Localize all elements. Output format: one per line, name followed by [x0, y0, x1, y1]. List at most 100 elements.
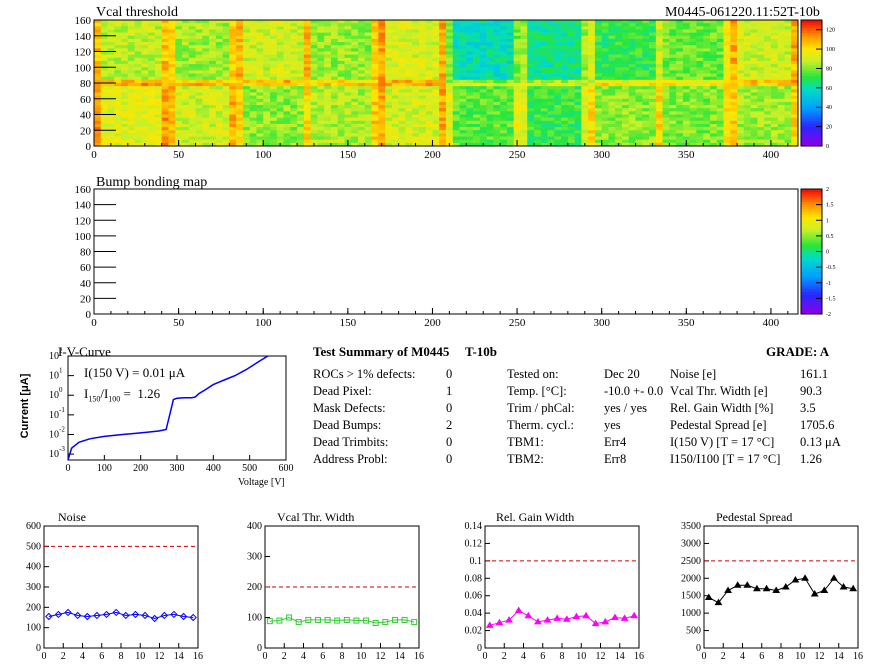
heatmap-cell: [574, 111, 582, 115]
heatmap-cell: [236, 60, 244, 65]
heatmap-cell: [710, 38, 718, 43]
heatmap-cell: [682, 51, 690, 55]
heatmap-cell: [770, 114, 778, 118]
heatmap-cell: [723, 120, 731, 125]
heatmap-cell: [412, 120, 420, 125]
heatmap-cell: [696, 86, 704, 90]
heatmap-cell: [520, 54, 528, 59]
colorbar-band: [801, 50, 822, 54]
heatmap-cell: [276, 35, 284, 40]
heatmap-cell: [114, 45, 122, 49]
heatmap-cell: [378, 35, 386, 40]
heatmap-cell: [351, 114, 359, 118]
heatmap-cell: [737, 83, 745, 87]
heatmap-cell: [561, 67, 569, 71]
heatmap-cell: [710, 92, 718, 96]
bump-bonding-map: 0 50 100 150 200 250 300 350 4000204060801001201…: [75, 184, 836, 329]
heatmap-cell: [446, 111, 454, 115]
heatmap-cell: [730, 26, 738, 30]
heatmap-cell: [141, 35, 149, 40]
heatmap-cell: [242, 29, 250, 33]
heatmap-cell: [209, 108, 217, 112]
heatmap-cell: [290, 136, 298, 140]
heatmap-cell: [161, 108, 169, 112]
heatmap-cell: [412, 79, 420, 84]
heatmap-cell: [337, 79, 345, 84]
heatmap-cell: [635, 142, 643, 147]
heatmap-cell: [554, 101, 562, 106]
heatmap-cell: [134, 76, 142, 81]
heatmap-cell: [385, 98, 393, 103]
heatmap-cell: [242, 89, 250, 93]
heatmap-cell: [635, 48, 643, 52]
heatmap-cell: [737, 117, 745, 122]
heatmap-cell: [418, 79, 426, 84]
heatmap-cell: [750, 108, 758, 112]
heatmap-cell: [100, 139, 108, 144]
heatmap-cell: [588, 57, 596, 62]
heatmap-cell: [256, 23, 264, 27]
heatmap-cell: [486, 133, 494, 137]
heatmap-cell: [622, 92, 630, 96]
heatmap-cell: [743, 60, 751, 65]
heatmap-cell: [371, 111, 379, 115]
heatmap-cell: [412, 57, 420, 62]
heatmap-cell: [703, 127, 711, 131]
heatmap-cell: [757, 20, 765, 24]
data-point: [411, 619, 418, 626]
heatmap-cell: [581, 51, 589, 55]
heatmap-cell: [344, 105, 352, 109]
heatmap-cell: [737, 35, 745, 40]
heatmap-cell: [506, 64, 514, 68]
heatmap-cell: [161, 20, 169, 24]
heatmap-cell: [412, 45, 420, 49]
heatmap-cell: [716, 67, 724, 71]
heatmap-cell: [784, 38, 792, 43]
heatmap-cell: [784, 111, 792, 115]
heatmap-cell: [581, 127, 589, 131]
heatmap-cell: [662, 48, 670, 52]
heatmap-cell: [398, 127, 406, 131]
heatmap-cell: [94, 26, 102, 30]
heatmap-cell: [182, 95, 190, 100]
heatmap-cell: [452, 38, 460, 43]
heatmap-cell: [730, 136, 738, 140]
heatmap-cell: [561, 38, 569, 43]
heatmap-cell: [256, 133, 264, 137]
heatmap-cell: [276, 57, 284, 62]
data-point: [791, 576, 800, 583]
heatmap-cell: [784, 83, 792, 87]
heatmap-cell: [500, 42, 508, 46]
heatmap-cell: [385, 111, 393, 115]
heatmap-cell: [202, 142, 210, 147]
heatmap-cell: [770, 48, 778, 52]
heatmap-cell: [324, 23, 332, 27]
heatmap-cell: [655, 60, 663, 65]
heatmap-cell: [567, 45, 575, 49]
heatmap-cell: [676, 86, 684, 90]
summary-label: Address Probl:: [313, 452, 388, 466]
heatmap-cell: [303, 54, 311, 59]
heatmap-cell: [297, 32, 305, 37]
heatmap-cell: [344, 42, 352, 46]
heatmap-cell: [682, 45, 690, 49]
heatmap-cell: [527, 79, 535, 84]
heatmap-cell: [466, 120, 474, 125]
heatmap-cell: [222, 105, 230, 109]
heatmap-cell: [127, 111, 135, 115]
colorbar-band: [801, 296, 822, 300]
heatmap-cell: [513, 42, 521, 46]
heatmap-cell: [466, 29, 474, 33]
x-tick-label: 4: [301, 651, 306, 662]
heatmap-cell: [148, 64, 156, 68]
series-line: [489, 609, 635, 626]
heatmap-cell: [398, 133, 406, 137]
heatmap-cell: [263, 127, 271, 131]
heatmap-cell: [777, 73, 785, 77]
heatmap-cell: [547, 139, 555, 144]
heatmap-cell: [696, 120, 704, 125]
heatmap-cell: [676, 79, 684, 84]
heatmap-cell: [473, 111, 481, 115]
heatmap-cell: [588, 101, 596, 106]
y-tick-label: 300: [26, 582, 41, 593]
